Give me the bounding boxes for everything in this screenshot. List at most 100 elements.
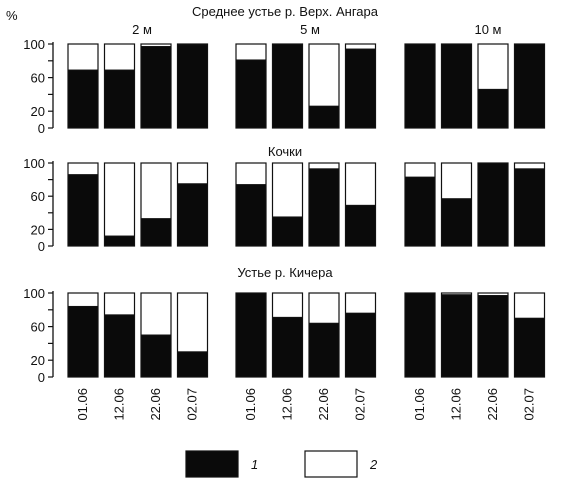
bar-segment-1 — [140, 46, 172, 129]
legend-label: 2 — [369, 457, 378, 472]
bar-segment-1 — [308, 168, 340, 247]
x-tick-label: 02.07 — [185, 388, 200, 421]
bar-segment-1 — [104, 235, 135, 247]
panel-title: Устье р. Кичера — [237, 265, 333, 280]
panel-title: Среднее устье р. Верх. Ангара — [192, 4, 379, 19]
y-tick-label: 20 — [31, 353, 45, 368]
bar-segment-1 — [441, 43, 472, 129]
y-tick-label: 0 — [38, 121, 45, 136]
bar-outline — [513, 162, 546, 247]
bar-outline — [176, 292, 209, 378]
bar-outline — [176, 162, 209, 247]
panel: Устье р. Кичера 0 20 60 100 — [23, 265, 546, 385]
bar-segment-2 — [345, 43, 376, 50]
bar-outline — [440, 162, 473, 247]
bar-outline — [103, 162, 136, 247]
bar-segment-1 — [477, 295, 509, 378]
y-tick-label: 0 — [38, 370, 45, 385]
bar-segment-2 — [140, 162, 172, 220]
bar-outline — [140, 162, 172, 247]
x-tick-label: 22.06 — [485, 388, 500, 421]
bar-outline — [67, 43, 99, 129]
bar-segment-1 — [404, 292, 436, 378]
bar-outline — [103, 292, 136, 378]
bar-outline — [440, 292, 473, 378]
bar-segment-1 — [345, 48, 376, 129]
bar-segment-2 — [104, 162, 135, 237]
x-tick-label: 02.07 — [522, 388, 537, 421]
bar-outline — [235, 162, 267, 247]
bar-outline — [477, 292, 509, 378]
bar-segment-2 — [514, 162, 545, 170]
bar-segment-1 — [404, 43, 436, 129]
bar-segment-2 — [345, 162, 376, 206]
bar-segment-1 — [308, 322, 340, 378]
bar-segment-2 — [272, 292, 303, 318]
x-tick-label: 22.06 — [148, 388, 163, 421]
bar-segment-1 — [67, 174, 99, 247]
bar-outline — [67, 162, 99, 247]
bar-outline — [513, 43, 546, 129]
bar-segment-2 — [177, 162, 208, 185]
x-tick-label: 01.06 — [412, 388, 427, 421]
bar-segment-1 — [514, 43, 545, 129]
bar-segment-2 — [477, 43, 509, 90]
x-tick-label: 01.06 — [243, 388, 258, 421]
bar-segment-2 — [67, 292, 99, 307]
bar-outline — [308, 292, 340, 378]
bar-outline — [308, 162, 340, 247]
bar-outline — [140, 292, 172, 378]
bar-segment-1 — [477, 162, 509, 247]
bar-segment-2 — [67, 43, 99, 71]
bar-segment-1 — [67, 305, 99, 378]
bar-outline — [103, 43, 136, 129]
bar-segment-1 — [104, 69, 135, 129]
bar-segment-1 — [441, 198, 472, 247]
bar-segment-1 — [140, 218, 172, 247]
bar-segment-2 — [514, 292, 545, 319]
bar-segment-1 — [345, 312, 376, 378]
bar-segment-2 — [140, 292, 172, 336]
bar-segment-1 — [441, 294, 472, 378]
bar-segment-1 — [177, 44, 208, 129]
bar-segment-1 — [477, 88, 509, 129]
bar-segment-1 — [308, 105, 340, 129]
bar-segment-2 — [404, 162, 436, 178]
bar-segment-1 — [345, 204, 376, 247]
bar-segment-2 — [272, 162, 303, 218]
y-tick-label: 100 — [23, 286, 45, 301]
bar-outline — [344, 43, 377, 129]
x-tick-label: 22.06 — [316, 388, 331, 421]
y-tick-label: 60 — [31, 320, 45, 335]
y-tick-label: 60 — [31, 71, 45, 86]
depth-label: 5 м — [300, 22, 320, 37]
y-tick-label: 20 — [31, 222, 45, 237]
bar-segment-2 — [345, 292, 376, 314]
bar-outline — [404, 43, 436, 129]
bar-segment-1 — [272, 43, 303, 129]
bar-outline — [404, 162, 436, 247]
bar-segment-1 — [177, 351, 208, 378]
y-axis-unit: % — [6, 8, 18, 23]
x-tick-label: 12.06 — [449, 388, 464, 421]
bar-outline — [344, 292, 377, 378]
bar-segment-2 — [308, 292, 340, 324]
x-tick-label: 12.06 — [112, 388, 127, 421]
bar-outline — [477, 162, 509, 247]
bar-outline — [344, 162, 377, 247]
bar-outline — [176, 43, 209, 129]
bar-segment-1 — [177, 183, 208, 247]
bar-segment-2 — [67, 162, 99, 176]
y-tick-label: 60 — [31, 189, 45, 204]
bar-outline — [477, 43, 509, 129]
legend-swatch — [185, 450, 239, 478]
bar-segment-1 — [272, 316, 303, 378]
bar-segment-1 — [235, 292, 267, 378]
bar-outline — [67, 292, 99, 378]
bar-outline — [440, 43, 473, 129]
bar-segment-2 — [235, 43, 267, 61]
bar-outline — [308, 43, 340, 129]
panel: Кочки 0 20 60 100 — [23, 144, 546, 254]
bar-segment-1 — [67, 69, 99, 129]
